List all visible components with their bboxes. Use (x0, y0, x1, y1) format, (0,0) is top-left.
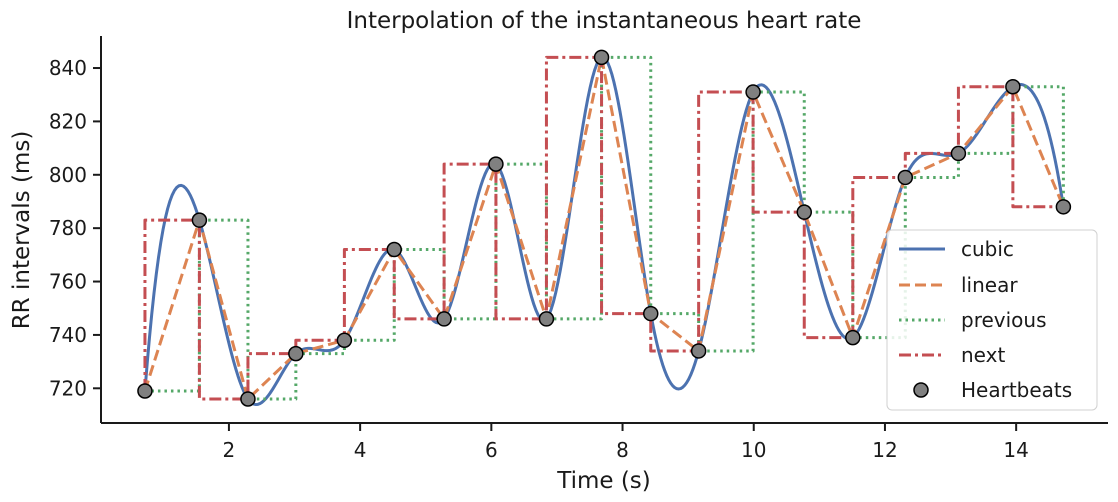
y-tick-label: 760 (49, 270, 87, 294)
heartbeat-points (137, 49, 1072, 407)
x-tick-label: 14 (1003, 438, 1028, 462)
y-axis-label: RR intervals (ms) (9, 131, 35, 330)
y-tick-label: 800 (49, 163, 87, 187)
heartbeat-point (897, 169, 914, 186)
heartbeat-point (386, 241, 402, 258)
y-ticks: 720 740 760 780 800 820 840 (49, 56, 101, 400)
heartbeat-point (745, 84, 761, 100)
x-axis-label: Time (s) (556, 468, 651, 494)
heartbeat-point (191, 212, 208, 228)
heartbeat-point (690, 343, 707, 359)
y-tick-label: 740 (49, 323, 87, 347)
heartbeat-point (950, 145, 967, 162)
y-tick-label: 720 (49, 376, 87, 400)
legend-previous-label: previous (961, 308, 1047, 332)
legend-cubic-label: cubic (961, 237, 1014, 261)
x-tick-label: 12 (872, 438, 897, 462)
heartbeat-point (336, 332, 353, 349)
legend-next-label: next (961, 343, 1005, 367)
heartbeat-point (538, 311, 555, 327)
x-tick-label: 10 (741, 438, 766, 462)
legend-heartbeats-label: Heartbeats (961, 378, 1072, 402)
x-tick-label: 4 (354, 438, 367, 462)
heartbeat-point (240, 391, 256, 407)
legend-heartbeats-swatch (913, 382, 929, 398)
x-ticks: 2 4 6 8 10 12 14 (223, 423, 1029, 462)
x-tick-label: 6 (485, 438, 498, 462)
legend-box (886, 229, 1098, 411)
x-tick-label: 8 (616, 438, 629, 462)
heartbeat-point (845, 329, 861, 346)
x-tick-label: 2 (223, 438, 236, 462)
heartbeat-point (488, 156, 504, 172)
heartbeat-point (593, 49, 610, 66)
heartbeat-point (288, 345, 304, 362)
heartbeat-point (436, 311, 452, 327)
heartbeat-point (1055, 199, 1072, 215)
heartbeat-point (1005, 78, 1021, 95)
y-tick-label: 840 (49, 56, 87, 80)
y-tick-label: 820 (49, 109, 87, 133)
heartbeat-point (137, 383, 153, 399)
heartbeat-point (796, 204, 813, 220)
heartbeat-point (642, 305, 659, 322)
legend-linear-label: linear (961, 273, 1018, 297)
legend: cubic linear previous next Heartbeats (886, 229, 1098, 411)
y-tick-label: 780 (49, 216, 87, 240)
chart-title: Interpolation of the instantaneous heart… (347, 8, 862, 34)
